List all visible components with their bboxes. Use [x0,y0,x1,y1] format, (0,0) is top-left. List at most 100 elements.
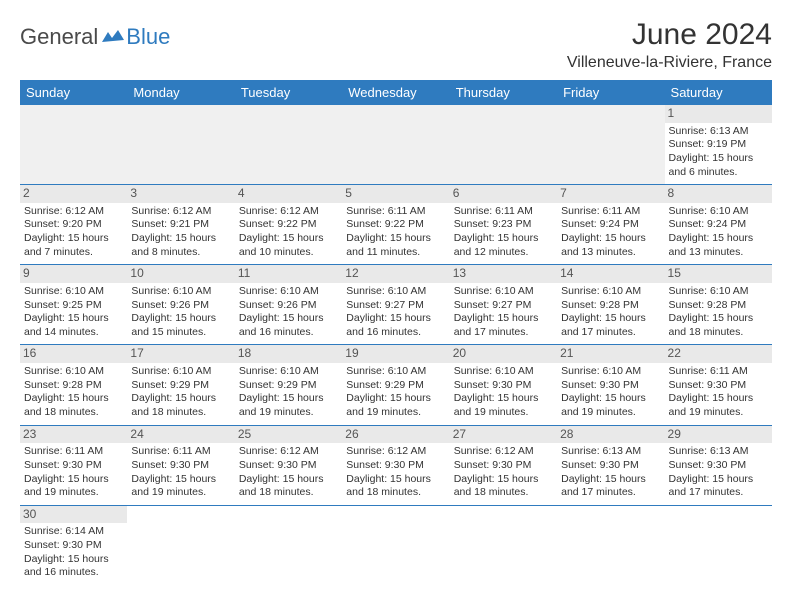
daylight-text: and 11 minutes. [346,246,445,260]
calendar-day-cell: 28Sunrise: 6:13 AMSunset: 9:30 PMDayligh… [557,425,664,505]
sunset-text: Sunset: 9:27 PM [346,299,445,313]
calendar-day-cell: 4Sunrise: 6:12 AMSunset: 9:22 PMDaylight… [235,185,342,265]
logo-text-blue: Blue [126,24,170,50]
daylight-text: and 7 minutes. [24,246,123,260]
flag-icon [102,30,124,44]
sunrise-text: Sunrise: 6:11 AM [561,205,660,219]
calendar-day-cell: 10Sunrise: 6:10 AMSunset: 9:26 PMDayligh… [127,265,234,345]
sunrise-text: Sunrise: 6:10 AM [669,285,768,299]
sunset-text: Sunset: 9:30 PM [454,379,553,393]
weekday-header: Tuesday [235,80,342,105]
calendar-day-cell: 7Sunrise: 6:11 AMSunset: 9:24 PMDaylight… [557,185,664,265]
daylight-text: and 18 minutes. [454,486,553,500]
daylight-text: and 18 minutes. [131,406,230,420]
sunrise-text: Sunrise: 6:10 AM [346,285,445,299]
logo: General Blue [20,18,170,50]
calendar-table: Sunday Monday Tuesday Wednesday Thursday… [20,80,772,585]
day-number: 6 [450,185,557,203]
calendar-day-cell: 16Sunrise: 6:10 AMSunset: 9:28 PMDayligh… [20,345,127,425]
daylight-text: and 16 minutes. [239,326,338,340]
daylight-text: Daylight: 15 hours [669,312,768,326]
daylight-text: Daylight: 15 hours [669,232,768,246]
daylight-text: and 19 minutes. [131,486,230,500]
sunset-text: Sunset: 9:29 PM [346,379,445,393]
day-number: 4 [235,185,342,203]
weekday-header: Monday [127,80,234,105]
calendar-empty-cell [342,505,449,585]
day-number: 20 [450,345,557,363]
daylight-text: Daylight: 15 hours [239,392,338,406]
calendar-week-row: 2Sunrise: 6:12 AMSunset: 9:20 PMDaylight… [20,185,772,265]
day-number: 13 [450,265,557,283]
calendar-empty-cell [127,105,234,185]
sunset-text: Sunset: 9:22 PM [239,218,338,232]
sunrise-text: Sunrise: 6:10 AM [561,365,660,379]
daylight-text: and 8 minutes. [131,246,230,260]
sunset-text: Sunset: 9:30 PM [24,539,123,553]
calendar-empty-cell [20,105,127,185]
sunset-text: Sunset: 9:22 PM [346,218,445,232]
sunrise-text: Sunrise: 6:11 AM [346,205,445,219]
title-block: June 2024 Villeneuve-la-Riviere, France [567,18,772,72]
sunset-text: Sunset: 9:30 PM [24,459,123,473]
sunrise-text: Sunrise: 6:12 AM [24,205,123,219]
daylight-text: Daylight: 15 hours [346,232,445,246]
daylight-text: Daylight: 15 hours [131,473,230,487]
daylight-text: and 13 minutes. [561,246,660,260]
daylight-text: Daylight: 15 hours [561,232,660,246]
daylight-text: Daylight: 15 hours [24,473,123,487]
calendar-day-cell: 1Sunrise: 6:13 AMSunset: 9:19 PMDaylight… [665,105,772,185]
header: General Blue June 2024 Villeneuve-la-Riv… [20,18,772,72]
calendar-day-cell: 8Sunrise: 6:10 AMSunset: 9:24 PMDaylight… [665,185,772,265]
calendar-empty-cell [557,105,664,185]
calendar-empty-cell [450,505,557,585]
sunrise-text: Sunrise: 6:10 AM [24,285,123,299]
sunset-text: Sunset: 9:30 PM [239,459,338,473]
day-number: 12 [342,265,449,283]
calendar-day-cell: 27Sunrise: 6:12 AMSunset: 9:30 PMDayligh… [450,425,557,505]
daylight-text: Daylight: 15 hours [131,232,230,246]
day-number: 16 [20,345,127,363]
calendar-day-cell: 5Sunrise: 6:11 AMSunset: 9:22 PMDaylight… [342,185,449,265]
sunset-text: Sunset: 9:27 PM [454,299,553,313]
calendar-day-cell: 15Sunrise: 6:10 AMSunset: 9:28 PMDayligh… [665,265,772,345]
daylight-text: and 17 minutes. [561,326,660,340]
daylight-text: and 6 minutes. [669,166,768,180]
sunrise-text: Sunrise: 6:10 AM [24,365,123,379]
calendar-day-cell: 24Sunrise: 6:11 AMSunset: 9:30 PMDayligh… [127,425,234,505]
daylight-text: and 17 minutes. [669,486,768,500]
calendar-day-cell: 20Sunrise: 6:10 AMSunset: 9:30 PMDayligh… [450,345,557,425]
sunrise-text: Sunrise: 6:13 AM [669,445,768,459]
sunrise-text: Sunrise: 6:10 AM [454,365,553,379]
day-number: 26 [342,426,449,444]
sunset-text: Sunset: 9:20 PM [24,218,123,232]
day-number: 25 [235,426,342,444]
sunset-text: Sunset: 9:30 PM [561,379,660,393]
day-number: 10 [127,265,234,283]
day-number: 1 [665,105,772,123]
sunrise-text: Sunrise: 6:10 AM [561,285,660,299]
day-number: 24 [127,426,234,444]
daylight-text: Daylight: 15 hours [669,392,768,406]
daylight-text: Daylight: 15 hours [346,312,445,326]
weekday-header: Thursday [450,80,557,105]
day-number: 29 [665,426,772,444]
daylight-text: and 18 minutes. [239,486,338,500]
day-number: 30 [20,506,127,524]
sunrise-text: Sunrise: 6:11 AM [669,365,768,379]
day-number: 7 [557,185,664,203]
daylight-text: Daylight: 15 hours [669,473,768,487]
sunrise-text: Sunrise: 6:12 AM [454,445,553,459]
calendar-day-cell: 17Sunrise: 6:10 AMSunset: 9:29 PMDayligh… [127,345,234,425]
weekday-header: Friday [557,80,664,105]
sunset-text: Sunset: 9:28 PM [669,299,768,313]
sunrise-text: Sunrise: 6:11 AM [131,445,230,459]
sunset-text: Sunset: 9:30 PM [669,459,768,473]
calendar-week-row: 16Sunrise: 6:10 AMSunset: 9:28 PMDayligh… [20,345,772,425]
weekday-header: Sunday [20,80,127,105]
sunset-text: Sunset: 9:29 PM [131,379,230,393]
calendar-empty-cell [127,505,234,585]
day-number: 11 [235,265,342,283]
daylight-text: Daylight: 15 hours [346,473,445,487]
sunrise-text: Sunrise: 6:11 AM [454,205,553,219]
